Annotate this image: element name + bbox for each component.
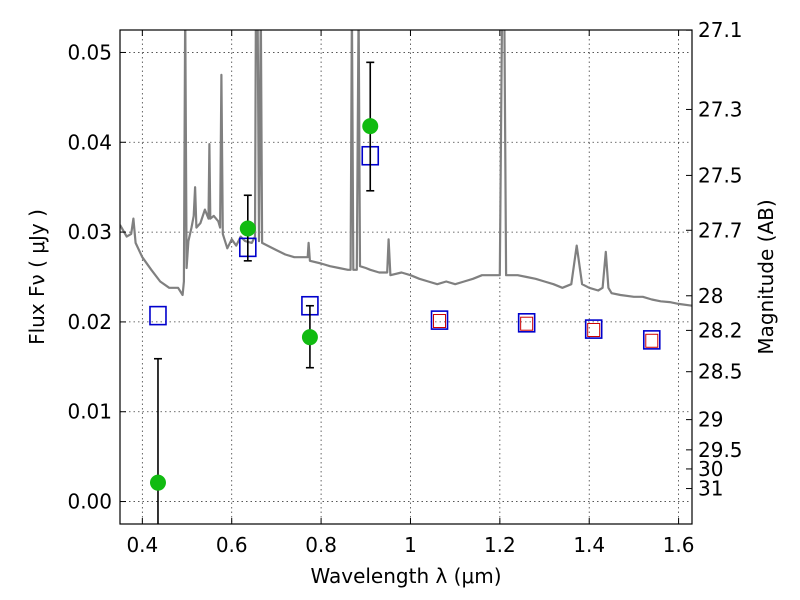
right-tick-label: 28 — [698, 284, 723, 308]
right-tick-label: 27.1 — [698, 18, 743, 42]
right-tick-label: 27.7 — [698, 218, 743, 242]
observed-point — [149, 474, 166, 491]
x-tick-label: 1.4 — [573, 533, 605, 557]
x-tick-label: 1 — [404, 533, 417, 557]
y-axis-title: Flux Fν ( μJy ) — [25, 209, 49, 345]
inner-photometry-square — [645, 333, 659, 348]
spectrum-line — [120, 30, 692, 307]
right-tick-label: 28.2 — [698, 318, 743, 342]
x-tick-label: 1.2 — [484, 533, 516, 557]
data-points — [149, 61, 661, 524]
plot-frame — [119, 29, 693, 525]
model-spectrum — [120, 30, 692, 307]
right-tick-label: 28.5 — [698, 360, 743, 384]
x-tick-label: 0.8 — [305, 533, 337, 557]
right-tick-label: 27.3 — [698, 97, 743, 121]
right-tick-label: 29.5 — [698, 438, 743, 462]
observed-point — [362, 118, 379, 135]
observed-point — [301, 329, 318, 346]
right-tick-label: 30 — [698, 457, 723, 481]
grid-lines — [120, 30, 692, 524]
inner-photometry-square — [587, 322, 601, 337]
right-tick-label: 27.5 — [698, 163, 743, 187]
y-tick-label: 0.02 — [67, 310, 112, 334]
observed-point — [239, 220, 256, 237]
y-tick-label: 0.00 — [67, 490, 112, 514]
model-photometry-square — [430, 310, 449, 330]
model-photometry-square — [517, 313, 536, 333]
x-tick-label: 1.6 — [663, 533, 695, 557]
model-photometry-square — [642, 330, 661, 350]
right-axis-title: Magnitude (AB) — [754, 199, 778, 354]
x-tick-label: 0.6 — [216, 533, 248, 557]
model-photometry-square — [149, 305, 167, 326]
y-tick-label: 0.03 — [67, 220, 112, 244]
inner-photometry-square — [433, 314, 447, 329]
right-tick-label: 29 — [698, 408, 723, 432]
y-tick-label: 0.04 — [67, 130, 112, 154]
y-tick-label: 0.05 — [67, 40, 112, 64]
right-tick-label: 31 — [698, 477, 723, 501]
x-tick-label: 0.4 — [126, 533, 158, 557]
y-tick-label: 0.01 — [67, 400, 112, 424]
model-photometry-square — [584, 319, 603, 339]
inner-photometry-square — [520, 316, 534, 331]
axis-ticks: 0.4 0.6 0.8 1 1.2 1.4 1.6 0.00 0.01 0.02 0.03 0.04 0… — [67, 18, 742, 557]
x-axis-title: Wavelength λ (μm) — [310, 564, 501, 588]
